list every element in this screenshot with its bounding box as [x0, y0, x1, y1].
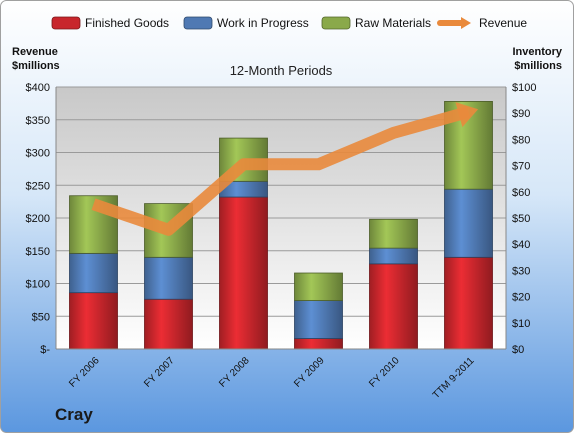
- left-axis-tick-label: $250: [26, 180, 50, 192]
- left-axis-tick-label: $-: [40, 344, 50, 356]
- right-axis-tick-label: $70: [512, 161, 530, 173]
- right-axis-tick-label: $30: [512, 265, 530, 277]
- legend-label: Raw Materials: [355, 16, 431, 30]
- right-axis-tick-label: $60: [512, 187, 530, 199]
- left-axis-tick-label: $50: [32, 311, 50, 323]
- bar-finished-goods: [69, 292, 118, 350]
- left-axis-tick-label: $300: [26, 148, 50, 160]
- bar-finished-goods: [144, 298, 193, 350]
- bar-raw-materials: [294, 272, 343, 301]
- bar-work-in-progress: [444, 188, 493, 258]
- bar-raw-materials: [369, 218, 418, 249]
- right-axis-tick-label: $0: [512, 344, 524, 356]
- right-axis-title-line-1: Inventory: [512, 46, 562, 58]
- legend-label: Work in Progress: [217, 16, 309, 30]
- left-axis-tick-label: $100: [26, 279, 50, 291]
- legend-swatch-work-in-progress: [183, 16, 213, 30]
- company-name: Cray: [55, 405, 93, 424]
- legend-swatch-raw-materials: [321, 16, 351, 30]
- right-axis-tick-label: $50: [512, 213, 530, 225]
- legend-label: Finished Goods: [85, 16, 169, 30]
- bar-work-in-progress: [144, 256, 193, 300]
- bar-finished-goods: [219, 196, 268, 350]
- right-axis-tick-label: $100: [512, 82, 536, 94]
- bar-finished-goods: [444, 256, 493, 350]
- left-axis-title-line-2: $millions: [12, 60, 60, 72]
- legend-swatch-finished-goods: [51, 16, 81, 30]
- revenue-arrowhead: [455, 102, 479, 128]
- right-axis-tick-label: $10: [512, 318, 530, 330]
- bar-work-in-progress: [369, 247, 418, 265]
- bar-work-in-progress: [294, 300, 343, 339]
- left-axis-tick-label: $350: [26, 115, 50, 127]
- bar-finished-goods: [369, 263, 418, 350]
- right-axis-tick-label: $80: [512, 134, 530, 146]
- right-axis-tick-label: $20: [512, 292, 530, 304]
- legend-label: Revenue: [479, 16, 527, 30]
- legend-arrow-revenue: [461, 17, 471, 29]
- left-axis-tick-label: $200: [26, 213, 50, 225]
- right-axis-title-line-2: $millions: [514, 60, 562, 72]
- right-axis-tick-label: $40: [512, 239, 530, 251]
- left-axis-tick-label: $150: [26, 246, 50, 258]
- bar-work-in-progress: [69, 252, 118, 294]
- bar-finished-goods: [294, 338, 343, 350]
- left-axis-tick-label: $400: [26, 82, 50, 94]
- chart-title: 12-Month Periods: [230, 63, 333, 78]
- right-axis-tick-label: $90: [512, 108, 530, 120]
- left-axis-title-line-1: Revenue: [12, 46, 58, 58]
- revenue-line: [91, 106, 471, 236]
